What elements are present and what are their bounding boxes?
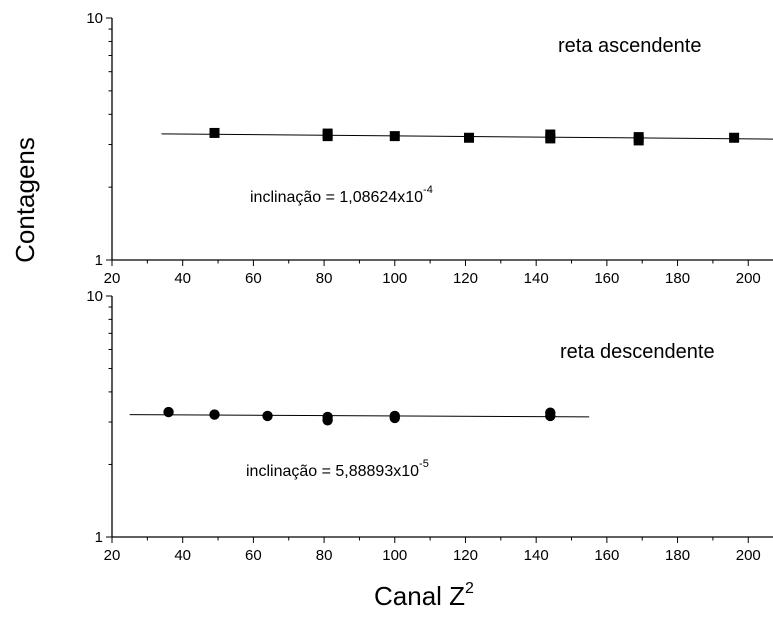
slope-annotation-text: inclinação = 5,88893x10 — [246, 463, 419, 480]
x-tick-label: 60 — [245, 547, 262, 564]
x-tick-label: 200 — [736, 547, 761, 564]
y-tick-label: 10 — [86, 288, 103, 305]
data-point — [545, 410, 556, 422]
data-point — [729, 132, 740, 143]
x-tick-label: 160 — [594, 547, 619, 564]
slope-annotation: inclinação = 1,08624x10-4 — [250, 184, 433, 206]
data-point — [322, 131, 333, 142]
data-point — [163, 406, 174, 418]
x-axis-label-superscript: 2 — [465, 580, 474, 597]
data-point — [633, 135, 644, 146]
panel-title: reta descendente — [560, 341, 715, 363]
x-tick-label: 80 — [316, 270, 333, 287]
x-axis-label-main: Canal Z — [374, 581, 465, 611]
slope-annotation-exponent: -5 — [419, 458, 429, 470]
y-tick-label: 10 — [86, 10, 103, 27]
x-tick-label: 120 — [453, 270, 478, 287]
slope-annotation-text: inclinação = 1,08624x10 — [250, 189, 423, 206]
x-tick-label: 100 — [382, 547, 407, 564]
data-point — [262, 410, 273, 422]
x-tick-label: 140 — [524, 270, 549, 287]
x-tick-label: 140 — [524, 547, 549, 564]
slope-annotation-exponent: -4 — [423, 184, 433, 196]
x-tick-label: 200 — [736, 270, 761, 287]
fit-line — [129, 414, 590, 418]
x-tick-label: 100 — [382, 270, 407, 287]
x-tick-label: 60 — [245, 270, 262, 287]
x-tick-label: 180 — [665, 270, 690, 287]
chart-panel-2: 20 40 60 80 100 120 140 160 180 200 1 10 reta descen… — [86, 288, 773, 564]
data-point — [389, 131, 400, 142]
x-tick-label: 20 — [104, 547, 121, 564]
x-tick-label: 120 — [453, 547, 478, 564]
x-tick-label: 20 — [104, 270, 121, 287]
data-point — [322, 415, 333, 426]
y-tick-label: 1 — [95, 252, 103, 269]
data-point — [464, 132, 475, 143]
data-point — [209, 127, 220, 138]
slope-annotation: inclinação = 5,88893x10-5 — [246, 458, 429, 480]
x-tick-label: 40 — [174, 270, 191, 287]
x-tick-label: 80 — [316, 547, 333, 564]
x-tick-label: 160 — [594, 270, 619, 287]
data-point — [545, 133, 556, 144]
chart-panel-1: 20 40 60 80 100 120 140 160 180 200 1 10 reta ascend… — [86, 10, 773, 287]
y-axis-label: Contagens — [10, 137, 40, 263]
y-tick-label: 1 — [95, 529, 103, 546]
x-axis-label: Canal Z2 — [374, 580, 474, 611]
x-tick-label: 180 — [665, 547, 690, 564]
x-tick-label: 40 — [174, 547, 191, 564]
panel-title: reta ascendente — [558, 35, 701, 57]
data-point — [389, 412, 400, 424]
data-point — [209, 409, 220, 420]
